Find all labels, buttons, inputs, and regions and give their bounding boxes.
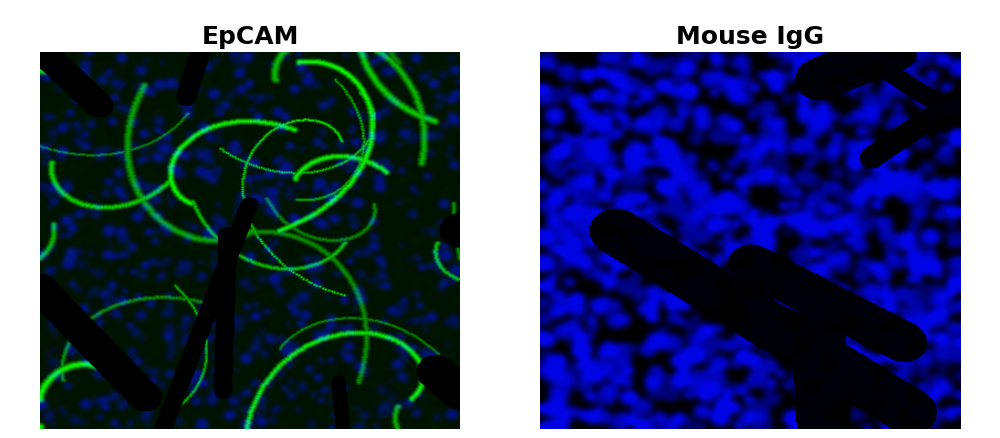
Title: EpCAM: EpCAM — [201, 25, 299, 49]
Title: Mouse IgG: Mouse IgG — [676, 25, 824, 49]
